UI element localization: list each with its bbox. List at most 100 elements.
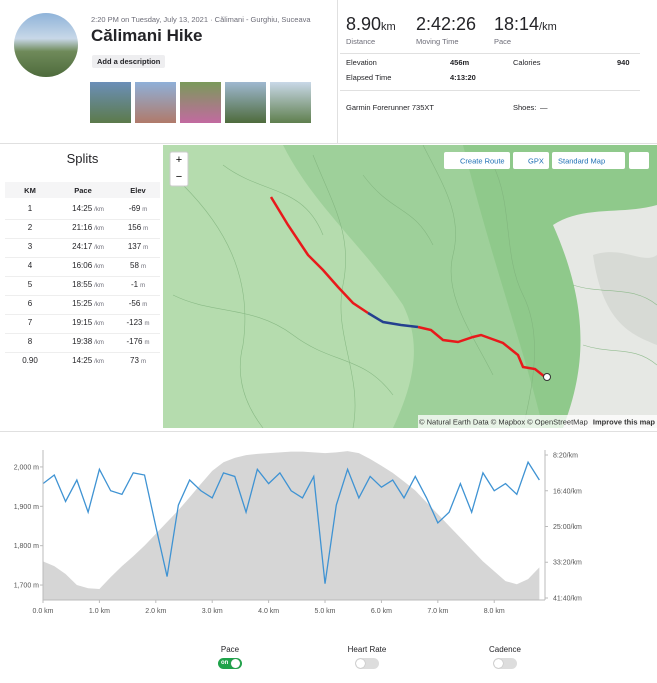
split-unit: /km: [94, 207, 104, 213]
stat-label: Moving Time: [416, 37, 459, 46]
improve-map-link[interactable]: Improve this map: [593, 418, 656, 427]
photo-thumbnail[interactable]: [180, 82, 221, 123]
row-divider: [5, 238, 160, 239]
split-km: 1: [27, 204, 33, 213]
detail-label: Elevation: [346, 58, 377, 67]
map-attribution[interactable]: © Natural Earth Data © Mapbox © OpenStre…: [419, 418, 588, 427]
stat-value: 18:14/km: [494, 14, 557, 34]
split-km: 5: [27, 280, 33, 289]
toggle-knob: [356, 659, 365, 668]
x-tick-label: 0.0 km: [32, 608, 53, 615]
y2-tick-label: 33:20/km: [553, 560, 582, 567]
split-unit: /km: [94, 359, 104, 365]
toggle-label: Pace: [220, 645, 240, 654]
x-tick-label: 8.0 km: [484, 608, 505, 615]
zoom-in[interactable]: +: [176, 154, 182, 166]
row-divider: [5, 352, 160, 353]
stat-value: 2:42:26: [416, 14, 477, 34]
stat-unit: km: [381, 21, 396, 33]
gpx-button[interactable]: GPX: [528, 157, 544, 166]
split-unit: m: [142, 207, 148, 213]
split-pace: 19:38/km: [72, 337, 104, 346]
splits-header: [5, 182, 160, 198]
split-unit: m: [143, 226, 149, 232]
y-tick-label: 1,700 m: [14, 583, 39, 590]
splits-column-header: Elev: [130, 186, 146, 195]
y-tick-label: 1,900 m: [14, 504, 39, 511]
y-tick-label: 2,000 m: [14, 464, 39, 471]
row-divider: [5, 333, 160, 334]
split-pace: 18:55/km: [72, 280, 104, 289]
stat-unit: /km: [539, 21, 557, 33]
row-divider: [5, 276, 160, 277]
split-unit: /km: [94, 226, 104, 232]
avatar[interactable]: [14, 13, 78, 77]
toggle-state: on: [221, 659, 229, 666]
detail-label: Calories: [513, 58, 541, 67]
add-description-button[interactable]: Add a description: [92, 55, 166, 68]
stat-value: 8.90km: [346, 14, 396, 34]
split-pace: 19:15/km: [72, 318, 104, 327]
split-km: 6: [27, 299, 33, 308]
split-km: 8: [27, 337, 33, 346]
split-elev: 58 m: [130, 261, 146, 270]
map-style-button[interactable]: Standard Map: [558, 157, 605, 166]
split-unit: m: [144, 340, 150, 346]
photo-thumbnail[interactable]: [270, 82, 311, 123]
photo-thumbnail[interactable]: [225, 82, 266, 123]
pace-line: [42, 460, 540, 584]
detail-value: 940: [617, 58, 630, 67]
split-elev: -69 m: [128, 204, 148, 213]
photo-thumbnail[interactable]: [90, 82, 131, 123]
split-elev: 137 m: [127, 242, 149, 251]
detail-value: —: [540, 103, 548, 112]
split-unit: m: [142, 302, 148, 308]
split-km: 2: [27, 223, 33, 232]
detail-value: 456m: [450, 58, 470, 67]
split-unit: /km: [94, 283, 104, 289]
x-tick-label: 4.0 km: [258, 608, 279, 615]
create-route-button[interactable]: Create Route: [460, 157, 505, 166]
x-tick-label: 1.0 km: [89, 608, 110, 615]
split-pace: 14:25/km: [72, 356, 104, 365]
split-pace: 21:16/km: [72, 223, 104, 232]
splits-column-header: Pace: [74, 186, 92, 195]
split-km: 0.90: [22, 356, 38, 365]
detail-value: 4:13:20: [450, 73, 476, 82]
row-divider: [5, 314, 160, 315]
split-unit: m: [143, 245, 149, 251]
split-unit: /km: [94, 264, 104, 270]
zoom-out[interactable]: −: [176, 171, 182, 183]
stat-label: Pace: [494, 37, 512, 46]
activity-date: 2:20 PM on Tuesday, July 13, 2021 · Căli…: [91, 15, 311, 24]
toggle-label: Heart Rate: [347, 645, 387, 654]
device: Garmin Forerunner 735XT: [346, 103, 434, 112]
x-tick-label: 3.0 km: [202, 608, 223, 615]
x-tick-label: 2.0 km: [145, 608, 166, 615]
split-unit: m: [140, 359, 146, 365]
split-elev: 73 m: [130, 356, 146, 365]
activity-title: Călimani Hike: [91, 26, 203, 45]
map[interactable]: + − Create Route GPX Standard Map © Natu…: [163, 145, 657, 428]
split-unit: /km: [94, 340, 104, 346]
toggle-switch[interactable]: [493, 658, 517, 669]
row-divider: [5, 295, 160, 296]
splits-panel: Splits KM Pace Elev 1 14:25/km -69 m 2 21:16/km 1…: [5, 145, 160, 428]
toggle-switch[interactable]: [355, 658, 379, 669]
split-pace: 16:06/km: [72, 261, 104, 270]
split-elev: -56 m: [128, 299, 148, 308]
x-tick-label: 5.0 km: [315, 608, 336, 615]
detail-label: Elapsed Time: [346, 73, 392, 82]
photo-thumbnail[interactable]: [135, 82, 176, 123]
row-divider: [5, 219, 160, 220]
toggle-label: Cadence: [488, 645, 522, 654]
y2-tick-label: 41:40/km: [553, 595, 582, 602]
split-unit: m: [144, 321, 150, 327]
split-pace: 24:17/km: [72, 242, 104, 251]
toggle-switch[interactable]: on: [218, 658, 242, 669]
splits-title: Splits: [66, 151, 99, 166]
split-km: 3: [27, 242, 33, 251]
split-pace: 14:25/km: [72, 204, 104, 213]
y2-tick-label: 25:00/km: [553, 524, 582, 531]
